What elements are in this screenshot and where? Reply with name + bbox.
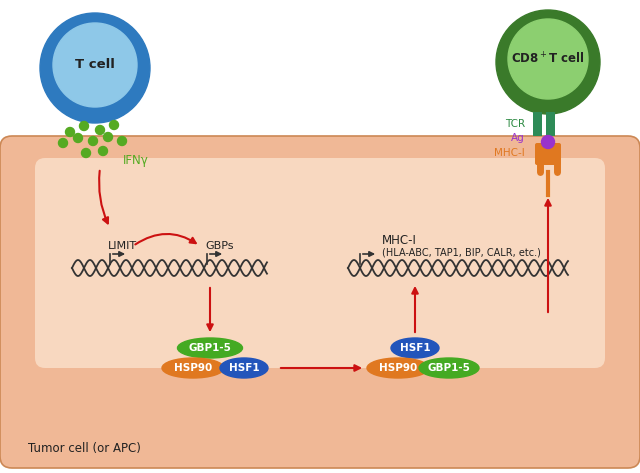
Circle shape	[88, 137, 97, 146]
Text: GBP1-5: GBP1-5	[189, 343, 232, 353]
Text: MHC-I: MHC-I	[382, 234, 417, 246]
Text: Tumor cell (or APC): Tumor cell (or APC)	[28, 441, 141, 455]
FancyBboxPatch shape	[535, 143, 561, 165]
Text: GBPs: GBPs	[205, 241, 234, 251]
Text: (HLA-ABC, TAP1, BIP, CALR, etc.): (HLA-ABC, TAP1, BIP, CALR, etc.)	[382, 247, 541, 257]
Text: HSP90: HSP90	[379, 363, 417, 373]
Circle shape	[79, 122, 88, 131]
Circle shape	[65, 128, 74, 137]
Text: HSF1: HSF1	[400, 343, 430, 353]
FancyBboxPatch shape	[546, 112, 555, 136]
Text: CD8$^+$T cell: CD8$^+$T cell	[511, 52, 584, 67]
FancyBboxPatch shape	[0, 136, 640, 468]
Ellipse shape	[177, 338, 243, 358]
Circle shape	[118, 137, 127, 146]
Text: MHC-I: MHC-I	[494, 148, 525, 158]
Circle shape	[104, 132, 113, 141]
Ellipse shape	[220, 358, 268, 378]
Text: TCR: TCR	[505, 119, 525, 129]
Ellipse shape	[162, 358, 224, 378]
Ellipse shape	[391, 338, 439, 358]
Circle shape	[109, 121, 118, 130]
Text: T cell: T cell	[75, 59, 115, 71]
Circle shape	[40, 13, 150, 123]
Circle shape	[95, 125, 104, 134]
Circle shape	[508, 19, 588, 99]
Circle shape	[53, 23, 137, 107]
Circle shape	[541, 135, 554, 149]
Circle shape	[496, 10, 600, 114]
Circle shape	[58, 139, 67, 148]
Text: GBP1-5: GBP1-5	[428, 363, 470, 373]
FancyBboxPatch shape	[533, 112, 542, 136]
Text: HSP90: HSP90	[174, 363, 212, 373]
Circle shape	[74, 133, 83, 142]
Text: HSF1: HSF1	[228, 363, 259, 373]
Text: IFNγ: IFNγ	[123, 154, 149, 166]
Text: Ag: Ag	[511, 133, 525, 143]
Text: LIMIT: LIMIT	[108, 241, 137, 251]
Circle shape	[99, 147, 108, 156]
Circle shape	[81, 149, 90, 158]
Ellipse shape	[419, 358, 479, 378]
Ellipse shape	[367, 358, 429, 378]
FancyBboxPatch shape	[35, 158, 605, 368]
